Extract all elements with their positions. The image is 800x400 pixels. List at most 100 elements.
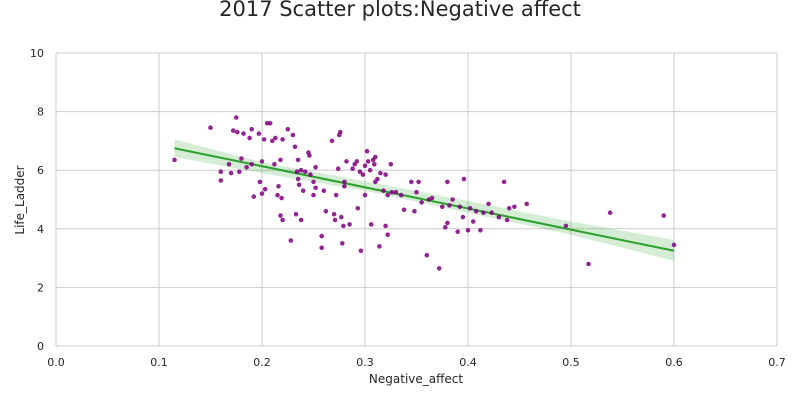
data-point-130 [496, 214, 502, 220]
data-point-135 [524, 201, 529, 207]
data-point-96 [385, 232, 391, 237]
data-point-66 [339, 214, 344, 220]
data-point-30 [278, 157, 283, 163]
data-point-123 [467, 206, 473, 211]
data-point-116 [447, 203, 452, 208]
data-point-134 [512, 204, 517, 210]
data-point-99 [389, 189, 395, 195]
data-point-72 [347, 222, 352, 227]
data-point-52 [311, 192, 316, 198]
data-point-0 [172, 157, 177, 163]
data-point-3 [218, 178, 224, 183]
data-point-110 [429, 195, 435, 201]
data-point-5 [228, 170, 234, 176]
data-point-17 [256, 131, 262, 136]
data-point-138 [607, 210, 613, 215]
data-point-33 [280, 217, 285, 223]
data-point-106 [416, 179, 421, 185]
data-point-100 [393, 189, 399, 195]
data-point-34 [280, 137, 285, 142]
data-point-45 [298, 217, 304, 223]
y-tick-label-2: 4 [37, 223, 44, 236]
data-point-97 [385, 192, 391, 198]
data-point-15 [249, 162, 254, 167]
data-point-11 [241, 131, 246, 136]
data-point-82 [364, 148, 370, 154]
data-point-51 [311, 179, 316, 185]
data-point-88 [373, 154, 378, 160]
data-point-104 [412, 208, 417, 214]
data-point-83 [365, 159, 371, 164]
y-tick-label-0: 0 [37, 340, 44, 353]
data-point-60 [331, 211, 337, 217]
x-tick-label-2: 0.2 [253, 356, 271, 369]
data-point-46 [300, 188, 306, 193]
data-point-55 [319, 233, 325, 239]
data-point-63 [335, 166, 341, 171]
data-point-12 [244, 165, 249, 170]
grid-lines [55, 52, 778, 347]
data-point-28 [275, 192, 280, 198]
data-point-132 [504, 217, 510, 223]
data-point-133 [506, 206, 512, 211]
data-point-95 [383, 223, 388, 229]
data-point-128 [486, 201, 491, 207]
data-point-124 [470, 219, 476, 224]
x-tick-label-0: 0.0 [47, 356, 65, 369]
data-point-108 [424, 252, 430, 258]
data-point-117 [450, 197, 455, 202]
data-point-19 [259, 159, 265, 164]
data-point-68 [341, 223, 346, 229]
data-point-62 [333, 192, 339, 198]
data-point-25 [270, 138, 275, 144]
data-point-26 [272, 162, 277, 167]
x-axis-label: Negative_affect [369, 372, 463, 386]
data-point-73 [350, 166, 355, 171]
data-points [172, 115, 677, 271]
y-tick-labels: 0 2 4 6 8 10 [30, 47, 44, 353]
data-point-114 [445, 220, 450, 226]
data-point-40 [294, 169, 300, 174]
data-point-20 [259, 191, 265, 196]
data-point-119 [457, 204, 463, 210]
data-point-121 [461, 176, 467, 182]
data-point-112 [440, 204, 445, 210]
data-point-127 [481, 210, 486, 215]
x-tick-label-6: 0.6 [665, 356, 683, 369]
data-point-120 [460, 214, 466, 220]
data-point-118 [455, 229, 461, 234]
data-point-111 [436, 266, 442, 271]
data-point-13 [247, 135, 252, 141]
data-point-140 [671, 242, 677, 248]
x-tick-label-5: 0.5 [562, 356, 580, 369]
data-point-50 [308, 172, 313, 177]
x-tick-labels: 0.0 0.1 0.2 0.3 0.4 0.5 0.6 0.7 [47, 356, 786, 369]
data-point-2 [218, 169, 224, 174]
data-point-37 [290, 132, 296, 138]
chart-title: 2017 Scatter plots:Negative affect [219, 0, 581, 21]
data-point-84 [367, 167, 373, 173]
data-point-67 [340, 241, 345, 246]
data-point-103 [409, 179, 414, 185]
data-point-7 [234, 115, 239, 120]
data-point-78 [358, 248, 364, 254]
data-point-44 [298, 167, 304, 173]
axis-spines [55, 53, 777, 347]
data-point-6 [230, 128, 236, 133]
data-point-101 [398, 192, 404, 198]
data-point-39 [293, 211, 299, 217]
data-point-29 [276, 184, 281, 189]
data-point-85 [368, 222, 374, 227]
data-point-125 [473, 208, 479, 214]
data-point-122 [465, 228, 471, 233]
data-point-61 [332, 217, 338, 223]
data-point-59 [329, 138, 335, 144]
data-point-76 [355, 206, 361, 211]
data-point-42 [295, 176, 301, 182]
x-tick-label-3: 0.3 [356, 356, 374, 369]
data-point-94 [383, 172, 388, 177]
data-point-10 [239, 156, 244, 161]
data-point-131 [501, 179, 507, 185]
data-point-90 [375, 176, 380, 182]
